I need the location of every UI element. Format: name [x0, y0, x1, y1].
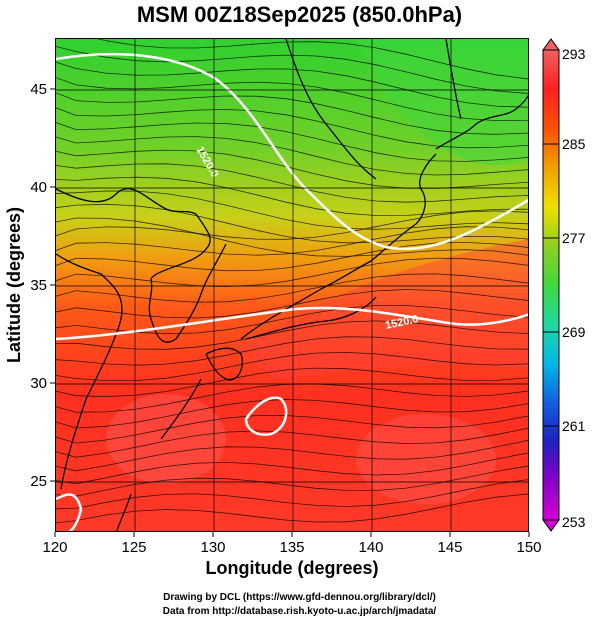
colorbar-scale: [542, 49, 560, 521]
colorbar-label: 269: [562, 324, 586, 340]
wind-streamlines: [56, 39, 528, 524]
contour-1520: [56, 52, 528, 531]
streamline: [56, 351, 528, 381]
streamline: [56, 210, 528, 240]
y-tick-label: 25: [30, 473, 47, 490]
streamline: [56, 176, 528, 216]
x-tick-label: 130: [200, 539, 225, 556]
x-tick-label: 120: [42, 539, 67, 556]
map-title: MSM 00Z18Sep2025 (850.0hPa): [136, 2, 463, 27]
x-tick-label: 125: [121, 539, 146, 556]
y-tick-label: 40: [30, 179, 47, 196]
streamline: [56, 415, 528, 444]
streamline: [56, 452, 528, 485]
streamline: [56, 136, 528, 176]
temperature-field: 1520.0 1520.0: [56, 39, 528, 531]
streamline: [56, 226, 528, 256]
colorbar-label: 277: [562, 230, 586, 246]
coastline-china-east: [56, 188, 197, 490]
streamline: [96, 39, 528, 80]
streamline: [56, 367, 528, 398]
x-tick-label: 150: [516, 539, 541, 556]
streamline: [56, 479, 528, 510]
streamline: [56, 203, 528, 244]
streamline: [56, 217, 528, 257]
x-tick-label: 140: [358, 539, 383, 556]
streamline: [56, 149, 528, 189]
y-tick-label: 30: [30, 375, 47, 392]
credits-footer: Drawing by DCL (https://www.gfd-dennou.o…: [0, 591, 599, 619]
streamline: [56, 241, 528, 272]
streamline: [56, 61, 528, 108]
coastline-russia: [285, 39, 462, 180]
y-tick-label: 45: [30, 81, 47, 98]
y-tick-label: 35: [30, 277, 47, 294]
credit-drawing: Drawing by DCL (https://www.gfd-dennou.o…: [163, 592, 436, 603]
coastline-ryukyu: [116, 378, 202, 531]
streamline: [56, 336, 528, 366]
colorbar-label: 293: [562, 46, 586, 62]
colorbar-label: 261: [562, 418, 586, 434]
streamline: [56, 257, 528, 288]
streamline: [56, 122, 528, 162]
coastline-hokkaido: [435, 94, 528, 150]
grid-lines: [56, 39, 528, 531]
streamline: [56, 399, 528, 429]
colorbar-label: 253: [562, 514, 586, 530]
colorbar-top-arrow: [542, 38, 560, 51]
streamline: [56, 465, 528, 497]
y-axis-title: Latitude (degrees): [4, 207, 24, 363]
coastline-shikoku: [245, 296, 377, 340]
streamline: [56, 427, 528, 458]
streamline: [56, 190, 528, 230]
map-plot-area: 1520.0 1520.0: [55, 38, 529, 532]
credit-data: Data from http://database.rish.kyoto-u.a…: [162, 606, 437, 617]
streamline: [56, 320, 528, 350]
streamline: [56, 289, 528, 319]
x-tick-label: 135: [279, 539, 304, 556]
axes: 120 125 130 135 140 145 150 25 30 35 40 45 Longitude…: [4, 81, 542, 578]
streamline: [56, 273, 528, 303]
streamline: [56, 107, 528, 149]
streamline: [56, 493, 528, 524]
warm-pocket-east: [356, 414, 496, 504]
streamline: [56, 92, 528, 135]
x-axis-title: Longitude (degrees): [205, 558, 378, 578]
streamline: [56, 77, 528, 122]
x-tick-label: 145: [437, 539, 462, 556]
colorbar-label: 285: [562, 136, 586, 152]
warm-pocket-west: [106, 394, 226, 484]
streamline: [56, 46, 528, 94]
coastline-korea: [148, 213, 227, 343]
warm-tongue: [236, 239, 528, 379]
colorbar-bottom-arrow: [542, 519, 560, 532]
streamline: [56, 440, 528, 472]
colorbar: 293 285 277 269 261 253: [542, 38, 586, 532]
